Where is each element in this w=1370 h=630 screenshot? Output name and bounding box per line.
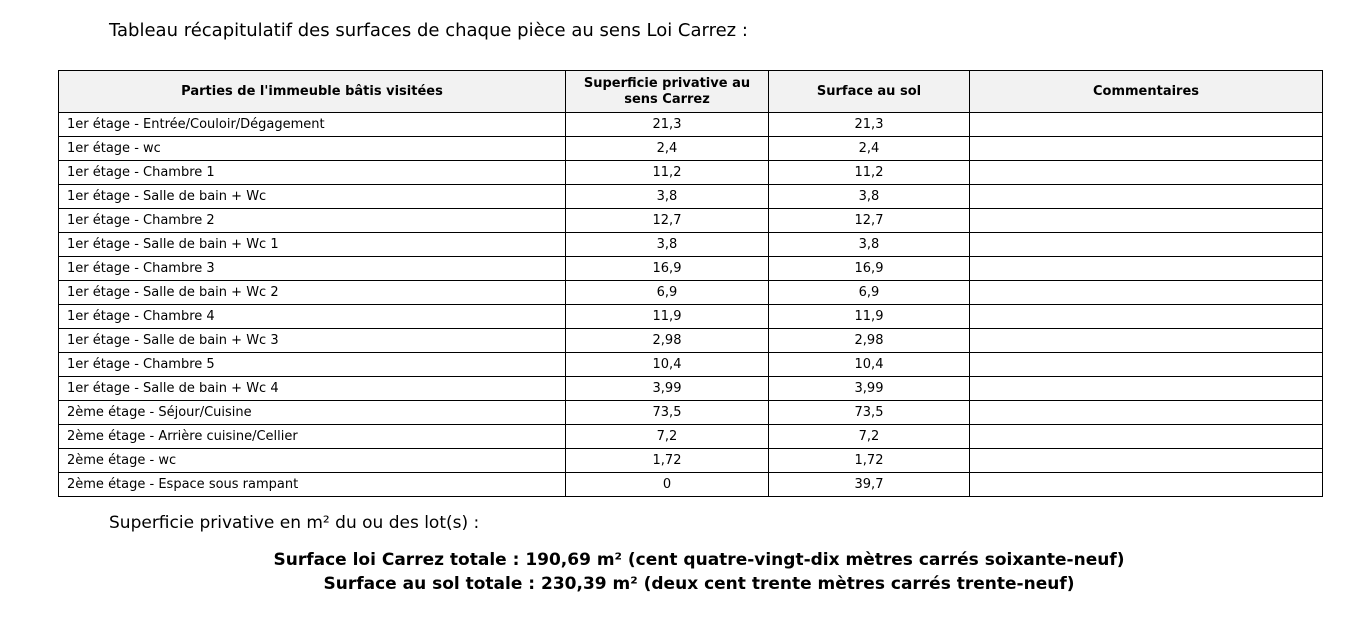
total-sol: Surface au sol totale : 230,39 m² (deux … — [323, 574, 1075, 594]
cell-commentaire — [969, 424, 1323, 449]
cell-commentaire — [969, 136, 1323, 161]
cell-commentaire — [969, 400, 1323, 425]
table-row: 1er étage - Chambre 1 11,2 11,2 — [58, 160, 1323, 185]
cell-commentaire — [969, 448, 1323, 473]
cell-superficie-carrez: 2,98 — [565, 328, 769, 353]
cell-superficie-carrez: 2,4 — [565, 136, 769, 161]
cell-commentaire — [969, 232, 1323, 257]
page-title: Tableau récapitulatif des surfaces de ch… — [109, 20, 748, 41]
table-header-row: Parties de l'immeuble bâtis visitées Sup… — [58, 70, 1323, 113]
table-row: 1er étage - Entrée/Couloir/Dégagement 21,… — [58, 112, 1323, 137]
cell-partie: 1er étage - Chambre 3 — [58, 256, 566, 281]
cell-commentaire — [969, 112, 1323, 137]
table-row: 1er étage - Chambre 2 12,7 12,7 — [58, 208, 1323, 233]
table-row: 2ème étage - Arrière cuisine/Cellier 7,2 7… — [58, 424, 1323, 449]
cell-surface-sol: 73,5 — [768, 400, 970, 425]
cell-superficie-carrez: 6,9 — [565, 280, 769, 305]
cell-partie: 1er étage - Salle de bain + Wc 1 — [58, 232, 566, 257]
cell-surface-sol: 6,9 — [768, 280, 970, 305]
cell-surface-sol: 3,99 — [768, 376, 970, 401]
cell-superficie-carrez: 3,8 — [565, 184, 769, 209]
cell-surface-sol: 12,7 — [768, 208, 970, 233]
table-row: 1er étage - Salle de bain + Wc 2 6,9 6,9 — [58, 280, 1323, 305]
cell-commentaire — [969, 328, 1323, 353]
cell-surface-sol: 2,98 — [768, 328, 970, 353]
cell-partie: 1er étage - Salle de bain + Wc — [58, 184, 566, 209]
total-carrez: Surface loi Carrez totale : 190,69 m² (c… — [273, 550, 1125, 570]
cell-surface-sol: 3,8 — [768, 184, 970, 209]
table-row: 1er étage - Chambre 3 16,9 16,9 — [58, 256, 1323, 281]
cell-partie: 1er étage - Chambre 5 — [58, 352, 566, 377]
cell-surface-sol: 2,4 — [768, 136, 970, 161]
cell-commentaire — [969, 280, 1323, 305]
header-parties: Parties de l'immeuble bâtis visitées — [58, 70, 566, 113]
cell-commentaire — [969, 352, 1323, 377]
cell-superficie-carrez: 1,72 — [565, 448, 769, 473]
cell-partie: 2ème étage - wc — [58, 448, 566, 473]
header-superficie-carrez: Superficie privative au sens Carrez — [565, 70, 769, 113]
cell-partie: 1er étage - Chambre 2 — [58, 208, 566, 233]
table-row: 1er étage - Salle de bain + Wc 4 3,99 3,99 — [58, 376, 1323, 401]
summary-label: Superficie privative en m² du ou des lot… — [109, 513, 480, 533]
cell-superficie-carrez: 11,9 — [565, 304, 769, 329]
table-row: 1er étage - Salle de bain + Wc 3,8 3,8 — [58, 184, 1323, 209]
cell-superficie-carrez: 16,9 — [565, 256, 769, 281]
cell-surface-sol: 11,9 — [768, 304, 970, 329]
cell-commentaire — [969, 256, 1323, 281]
cell-superficie-carrez: 7,2 — [565, 424, 769, 449]
table-row: 1er étage - Salle de bain + Wc 1 3,8 3,8 — [58, 232, 1323, 257]
cell-commentaire — [969, 184, 1323, 209]
cell-partie: 1er étage - Chambre 1 — [58, 160, 566, 185]
table-row: 1er étage - Chambre 5 10,4 10,4 — [58, 352, 1323, 377]
cell-superficie-carrez: 0 — [565, 472, 769, 497]
cell-partie: 1er étage - wc — [58, 136, 566, 161]
cell-partie: 1er étage - Salle de bain + Wc 4 — [58, 376, 566, 401]
cell-superficie-carrez: 3,8 — [565, 232, 769, 257]
table-row: 1er étage - wc 2,4 2,4 — [58, 136, 1323, 161]
table-row: 1er étage - Chambre 4 11,9 11,9 — [58, 304, 1323, 329]
header-surface-sol: Surface au sol — [768, 70, 970, 113]
table-row: 2ème étage - wc 1,72 1,72 — [58, 448, 1323, 473]
cell-superficie-carrez: 10,4 — [565, 352, 769, 377]
cell-surface-sol: 3,8 — [768, 232, 970, 257]
cell-commentaire — [969, 208, 1323, 233]
cell-superficie-carrez: 73,5 — [565, 400, 769, 425]
cell-partie: 1er étage - Entrée/Couloir/Dégagement — [58, 112, 566, 137]
surfaces-table: Parties de l'immeuble bâtis visitées Sup… — [58, 70, 1323, 497]
cell-partie: 1er étage - Chambre 4 — [58, 304, 566, 329]
cell-surface-sol: 1,72 — [768, 448, 970, 473]
cell-surface-sol: 10,4 — [768, 352, 970, 377]
cell-superficie-carrez: 11,2 — [565, 160, 769, 185]
header-commentaires: Commentaires — [969, 70, 1323, 113]
cell-commentaire — [969, 376, 1323, 401]
cell-partie: 2ème étage - Séjour/Cuisine — [58, 400, 566, 425]
cell-surface-sol: 11,2 — [768, 160, 970, 185]
cell-superficie-carrez: 3,99 — [565, 376, 769, 401]
cell-surface-sol: 16,9 — [768, 256, 970, 281]
table-row: 1er étage - Salle de bain + Wc 3 2,98 2,98 — [58, 328, 1323, 353]
cell-partie: 1er étage - Salle de bain + Wc 2 — [58, 280, 566, 305]
table-row: 2ème étage - Séjour/Cuisine 73,5 73,5 — [58, 400, 1323, 425]
cell-surface-sol: 7,2 — [768, 424, 970, 449]
cell-commentaire — [969, 472, 1323, 497]
cell-surface-sol: 21,3 — [768, 112, 970, 137]
cell-commentaire — [969, 304, 1323, 329]
table-row: 2ème étage - Espace sous rampant 0 39,7 — [58, 472, 1323, 497]
cell-partie: 1er étage - Salle de bain + Wc 3 — [58, 328, 566, 353]
cell-superficie-carrez: 12,7 — [565, 208, 769, 233]
cell-partie: 2ème étage - Arrière cuisine/Cellier — [58, 424, 566, 449]
cell-superficie-carrez: 21,3 — [565, 112, 769, 137]
cell-surface-sol: 39,7 — [768, 472, 970, 497]
cell-commentaire — [969, 160, 1323, 185]
cell-partie: 2ème étage - Espace sous rampant — [58, 472, 566, 497]
